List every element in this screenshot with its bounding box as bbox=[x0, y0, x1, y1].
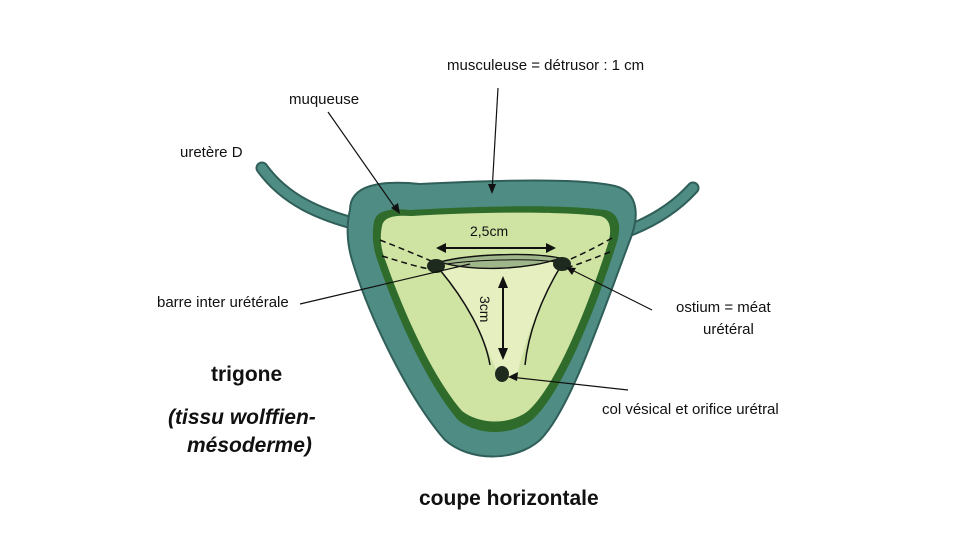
caption-coupe: coupe horizontale bbox=[419, 487, 599, 511]
caption-tissu-line1: (tissu wolffien- bbox=[168, 406, 316, 430]
label-muqueuse: muqueuse bbox=[289, 91, 359, 108]
label-barre: barre inter urétérale bbox=[157, 294, 289, 311]
label-uretere: uretère D bbox=[180, 144, 243, 161]
label-ostium-line1: ostium = méat bbox=[676, 299, 771, 316]
caption-tissu-line2: mésoderme) bbox=[187, 434, 312, 458]
label-col: col vésical et orifice urétral bbox=[602, 401, 779, 418]
width-dimension-label: 2,5cm bbox=[470, 223, 508, 239]
label-ostium-line2: urétéral bbox=[703, 321, 754, 338]
caption-trigone: trigone bbox=[211, 363, 282, 387]
leader-musculeuse bbox=[492, 88, 498, 192]
height-dimension-label: 3cm bbox=[477, 296, 493, 322]
label-musculeuse: musculeuse = détrusor : 1 cm bbox=[447, 57, 644, 74]
urethral-orifice bbox=[495, 366, 509, 382]
